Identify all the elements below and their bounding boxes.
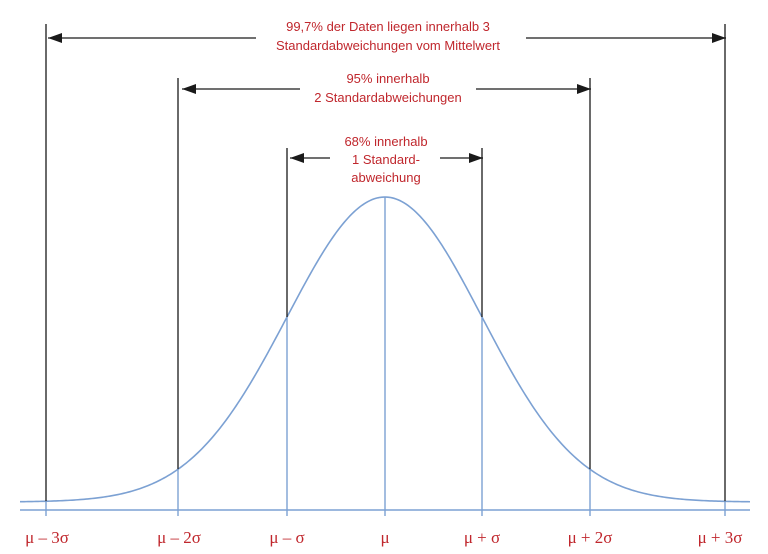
three-sigma-arrowhead-left xyxy=(48,33,62,43)
two-sigma-bracket: 95% innerhalb 2 Standardabweichungen xyxy=(182,71,591,105)
two-sigma-arrowhead-right xyxy=(577,84,591,94)
tick-label-minus-2: μ – 2σ xyxy=(157,528,201,547)
three-sigma-label-line-2: Standardabweichungen vom Mittelwert xyxy=(276,38,500,53)
axis-tick-labels: μ – 3σ μ – 2σ μ – σ μ μ + σ μ + 2σ μ + 3… xyxy=(25,528,742,547)
tick-label-plus-2: μ + 2σ xyxy=(568,528,613,547)
one-sigma-label-line-3: abweichung xyxy=(351,170,420,185)
three-sigma-label-line-1: 99,7% der Daten liegen innerhalb 3 xyxy=(286,19,490,34)
axis-tick-marks xyxy=(45,510,726,516)
tick-label-plus-1: μ + σ xyxy=(464,528,500,547)
tick-label-mean: μ xyxy=(380,528,389,547)
three-sigma-bracket: 99,7% der Daten liegen innerhalb 3 Stand… xyxy=(48,19,726,53)
one-sigma-bracket: 68% innerhalb 1 Standard- abweichung xyxy=(290,134,483,185)
one-sigma-label-line-1: 68% innerhalb xyxy=(344,134,427,149)
two-sigma-label-line-2: 2 Standardabweichungen xyxy=(314,90,461,105)
tick-label-plus-3: μ + 3σ xyxy=(698,528,743,547)
tick-label-minus-1: μ – σ xyxy=(269,528,304,547)
two-sigma-arrowhead-left xyxy=(182,84,196,94)
one-sigma-arrowhead-left xyxy=(290,153,304,163)
one-sigma-label-line-2: 1 Standard- xyxy=(352,152,420,167)
tick-label-minus-3: μ – 3σ xyxy=(25,528,69,547)
one-sigma-arrowhead-right xyxy=(469,153,483,163)
three-sigma-arrowhead-right xyxy=(712,33,726,43)
sigma-vertical-lines xyxy=(45,24,726,510)
two-sigma-label-line-1: 95% innerhalb xyxy=(346,71,429,86)
